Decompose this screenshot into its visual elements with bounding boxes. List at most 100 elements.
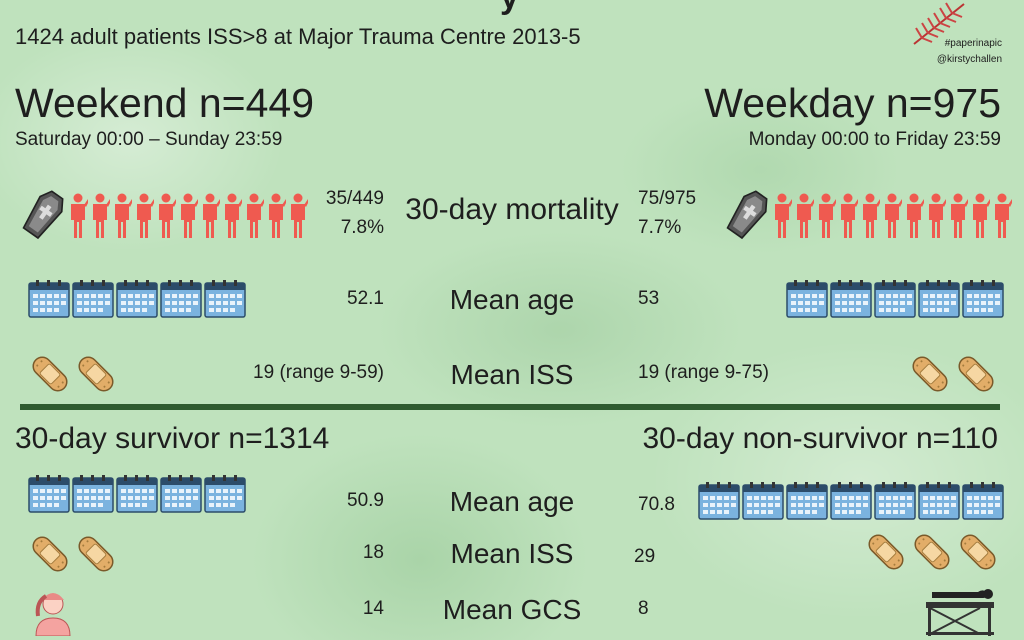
weekend-mortality-values: 35/449 7.8%	[300, 184, 384, 242]
hashtag: #paperinapic	[944, 38, 1002, 49]
weekend-range: Saturday 00:00 – Sunday 23:59	[15, 129, 283, 150]
nonsurvivor-iss-icons	[864, 530, 1000, 574]
calendar-icon	[28, 280, 70, 318]
weekday-mean-age: 53	[638, 288, 660, 309]
survivor-age-icons	[28, 475, 246, 513]
person-icon	[244, 192, 264, 240]
outcome-gcs-label: Mean GCS	[442, 594, 582, 625]
person-icon	[794, 192, 814, 240]
calendar-icon	[160, 475, 202, 513]
bandage-icon	[956, 530, 1000, 574]
person-icon	[134, 192, 154, 240]
bandage-icon	[954, 352, 998, 396]
bandage-icon	[28, 352, 72, 396]
calendar-icon	[830, 280, 872, 318]
weekend-person-icons	[68, 192, 308, 240]
person-icon	[992, 192, 1012, 240]
person-icon	[266, 192, 286, 240]
feather-icon	[913, 2, 965, 45]
bandage-icon	[28, 532, 72, 576]
person-icon	[904, 192, 924, 240]
stretcher-icon	[926, 589, 994, 636]
survivor-mean-gcs: 14	[362, 598, 384, 619]
weekday-person-icons	[772, 192, 1012, 240]
calendar-icon	[160, 280, 202, 318]
iss-label: Mean ISS	[450, 359, 574, 390]
survivor-iss-icons	[28, 532, 118, 576]
weekend-title: Weekend n=449	[15, 80, 315, 126]
weekend-iss-icons	[28, 352, 118, 396]
author-handle: @kirstychallen	[936, 54, 1002, 65]
person-icon	[112, 192, 132, 240]
weekday-mortality-icons	[726, 188, 1012, 240]
weekday-mortality-count: 75/975	[638, 188, 697, 209]
page-subtitle: 1424 adult patients ISS>8 at Major Traum…	[15, 24, 581, 49]
person-icon	[882, 192, 902, 240]
calendar-icon	[874, 280, 916, 318]
person-icon	[68, 192, 88, 240]
nonsurvivor-mean-iss: 29	[634, 546, 656, 567]
page-title-fragment: y	[500, 0, 519, 17]
person-icon	[222, 192, 242, 240]
calendar-icon	[786, 482, 828, 520]
weekday-age-icons	[786, 280, 1004, 318]
bandage-icon	[910, 530, 954, 574]
weekend-mortality-pct: 7.8%	[340, 217, 384, 238]
calendar-icon	[72, 280, 114, 318]
survivor-title: 30-day survivor n=1314	[15, 422, 330, 455]
bandage-icon	[908, 352, 952, 396]
weekday-title: Weekday n=975	[704, 80, 1001, 126]
outcome-age-label: Mean age	[449, 486, 575, 517]
bandage-icon	[74, 532, 118, 576]
calendar-icon	[874, 482, 916, 520]
weekend-mean-age: 52.1	[347, 288, 384, 309]
weekday-mean-iss: 19 (range 9-75)	[638, 362, 769, 383]
person-icon	[200, 192, 220, 240]
calendar-icon	[830, 482, 872, 520]
person-icon	[970, 192, 990, 240]
person-icon	[838, 192, 858, 240]
person-icon	[926, 192, 946, 240]
calendar-icon	[962, 280, 1004, 318]
nonsurvivor-mean-gcs: 8	[638, 598, 649, 619]
weekday-range: Monday 00:00 to Friday 23:59	[748, 129, 1001, 150]
calendar-icon	[698, 482, 740, 520]
coffin-icon	[726, 188, 770, 240]
calendar-icon	[116, 475, 158, 513]
weekday-mortality-values: 75/975 7.7%	[638, 184, 696, 242]
nonsurvivor-mean-age: 70.8	[638, 494, 675, 515]
weekday-mortality-pct: 7.7%	[638, 217, 682, 238]
person-icon	[156, 192, 176, 240]
weekday-iss-icons	[908, 352, 998, 396]
section-divider	[20, 404, 1000, 410]
coffin-icon	[22, 188, 66, 240]
mortality-label: 30-day mortality	[405, 193, 619, 226]
person-icon	[772, 192, 792, 240]
nonsurvivor-age-icons	[698, 482, 1004, 520]
nonsurvivor-title: 30-day non-survivor n=110	[642, 422, 999, 455]
calendar-icon	[786, 280, 828, 318]
weekend-mortality-icons	[22, 188, 308, 240]
person-icon	[860, 192, 880, 240]
person-icon	[178, 192, 198, 240]
weekend-mortality-count: 35/449	[325, 188, 384, 209]
person-icon	[816, 192, 836, 240]
weekend-age-icons	[28, 280, 246, 318]
calendar-icon	[204, 475, 246, 513]
outcome-iss-label: Mean ISS	[450, 538, 574, 569]
age-label: Mean age	[449, 284, 575, 315]
calendar-icon	[116, 280, 158, 318]
calendar-icon	[72, 475, 114, 513]
weekend-mean-iss: 19 (range 9-59)	[253, 362, 384, 383]
person-icon	[948, 192, 968, 240]
calendar-icon	[918, 482, 960, 520]
calendar-icon	[742, 482, 784, 520]
bandage-icon	[74, 352, 118, 396]
survivor-mean-iss: 18	[362, 542, 384, 563]
calendar-icon	[204, 280, 246, 318]
calendar-icon	[918, 280, 960, 318]
calendar-icon	[28, 475, 70, 513]
confused-person-icon	[35, 593, 71, 636]
bandage-icon	[864, 530, 908, 574]
credits: #paperinapic @kirstychallen	[937, 36, 1002, 68]
